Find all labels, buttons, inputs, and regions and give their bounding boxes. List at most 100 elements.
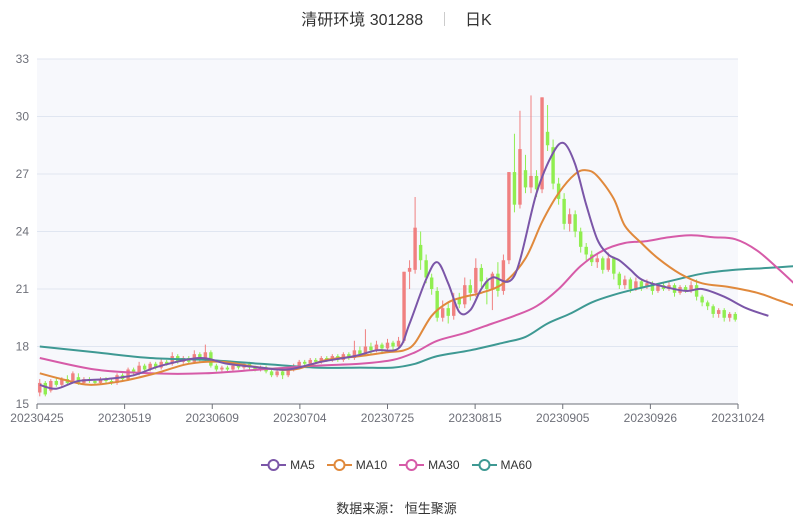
candle <box>214 363 219 372</box>
candle <box>584 243 588 261</box>
candle-body <box>518 149 522 205</box>
candle-body <box>573 214 577 232</box>
candle-body <box>165 361 169 364</box>
candle-body <box>446 308 450 316</box>
candle <box>446 302 450 324</box>
candle-body <box>137 365 141 374</box>
candle <box>468 279 473 301</box>
candle-body <box>203 352 208 360</box>
x-axis-ticks: 20230425 20230519 20230609 20230704 20230725… <box>10 404 765 425</box>
candle-body <box>60 379 64 385</box>
candle <box>435 287 439 322</box>
ma30-line <box>39 234 793 375</box>
candle <box>440 300 445 322</box>
x-tick-label: 20231024 <box>711 411 765 425</box>
candle-body <box>578 231 583 247</box>
candle-body <box>639 281 644 288</box>
candle-body <box>728 313 732 318</box>
candle-body <box>656 285 660 291</box>
legend-item-ma5[interactable]: MA5 <box>261 458 315 472</box>
candle-body <box>153 363 158 368</box>
candle-body <box>457 298 461 305</box>
y-tick-label: 21 <box>16 282 30 296</box>
candle <box>280 369 285 380</box>
candle-body <box>634 281 638 289</box>
candle <box>457 292 461 309</box>
candle-body <box>705 302 710 307</box>
candle-body <box>126 369 130 380</box>
y-tick-label: 24 <box>16 225 30 239</box>
candle-body <box>435 290 439 318</box>
candle-body <box>689 285 693 291</box>
candle <box>131 367 136 376</box>
candle <box>391 340 395 351</box>
candle-body <box>424 260 428 278</box>
candle-body <box>319 358 323 362</box>
candle <box>556 177 561 205</box>
ma-lines <box>39 141 793 390</box>
candle-body <box>716 310 721 314</box>
candle-body <box>468 285 473 293</box>
candle-body <box>93 381 97 383</box>
candle-body <box>733 313 737 320</box>
candle-body <box>523 170 528 188</box>
candle <box>225 365 230 372</box>
candle <box>551 139 555 190</box>
candle <box>601 256 605 274</box>
candle-body <box>302 361 307 364</box>
candle <box>700 294 704 307</box>
candle-body <box>694 285 699 297</box>
candle-body <box>308 359 312 364</box>
candle-body <box>269 371 274 376</box>
candle-body <box>363 346 368 355</box>
candle-body <box>529 175 533 188</box>
y-tick-label: 33 <box>16 52 30 66</box>
candle-body <box>347 354 351 358</box>
x-tick-label: 20230519 <box>98 411 152 425</box>
candle-body <box>700 296 704 303</box>
candle-body <box>297 361 301 366</box>
legend-line-circle-icon <box>471 459 497 471</box>
candle-body <box>601 258 605 270</box>
candle-body <box>545 131 550 146</box>
x-tick-label: 20230704 <box>273 411 327 425</box>
candle-body <box>314 359 318 362</box>
candle-body <box>236 365 241 368</box>
chart-title: 清研环境 301288 日K <box>0 6 793 30</box>
title-divider <box>443 12 445 26</box>
legend-label: MA60 <box>500 458 532 472</box>
candle-body <box>501 260 506 291</box>
legend-item-ma60[interactable]: MA60 <box>471 458 532 472</box>
candle-body <box>38 382 42 393</box>
data-source: 数据来源： 恒生聚源 <box>336 501 457 516</box>
candle <box>529 95 533 194</box>
candle <box>407 260 412 289</box>
x-tick-label: 20230926 <box>624 411 678 425</box>
candle-body <box>374 344 379 351</box>
candle-body <box>413 227 417 270</box>
candle-body <box>142 365 147 370</box>
ma5-line <box>39 141 769 390</box>
legend-item-ma10[interactable]: MA10 <box>326 458 388 472</box>
x-tick-label: 20230725 <box>361 411 415 425</box>
candle <box>518 110 522 209</box>
x-tick-label: 20230905 <box>536 411 590 425</box>
y-axis-ticks: 15 18 21 24 27 30 33 <box>16 52 30 411</box>
candle-body <box>606 258 610 270</box>
candle-body <box>612 258 616 274</box>
x-tick-label: 20230815 <box>448 411 502 425</box>
candle-body <box>49 381 53 391</box>
legend-item-ma30[interactable]: MA30 <box>399 458 460 472</box>
candle <box>567 208 572 232</box>
stock-code: 301288 <box>369 12 424 29</box>
candle-body <box>452 298 456 316</box>
candle <box>617 271 622 289</box>
candle <box>275 369 279 378</box>
y-tick-label: 15 <box>16 397 30 411</box>
candle <box>562 193 566 230</box>
candle <box>38 379 42 397</box>
legend-label: MA10 <box>355 458 388 472</box>
candle-body <box>385 342 390 349</box>
candle <box>639 279 644 291</box>
